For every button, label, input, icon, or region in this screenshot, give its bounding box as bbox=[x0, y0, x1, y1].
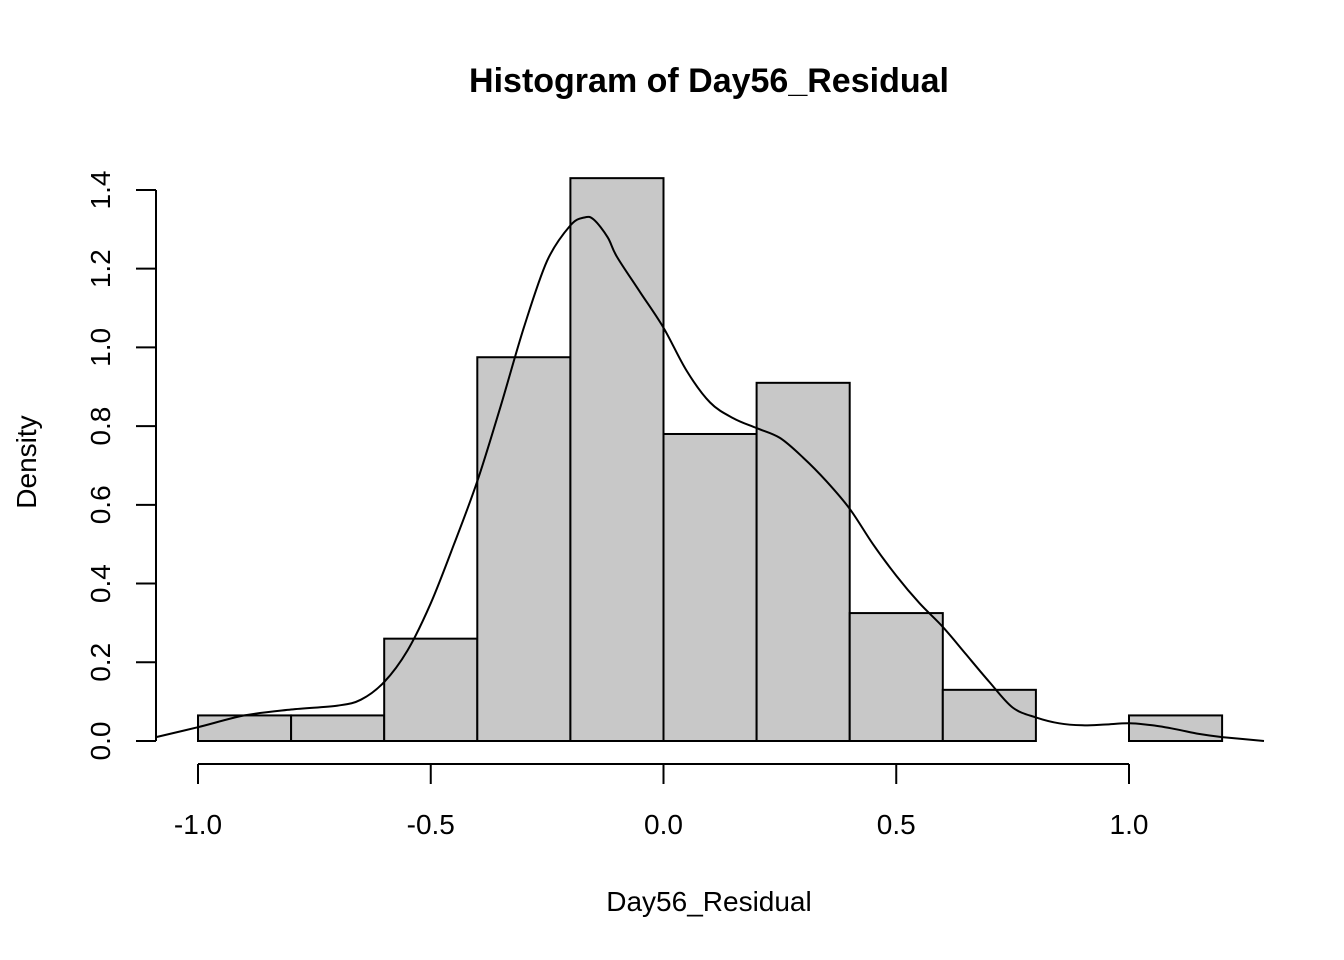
y-axis-label: Density bbox=[11, 415, 42, 508]
x-axis-label: Day56_Residual bbox=[606, 886, 811, 917]
histogram-bar bbox=[476, 356, 572, 742]
x-tick-label: 1.0 bbox=[1110, 809, 1149, 840]
histogram-bar bbox=[662, 432, 758, 742]
histogram-bar bbox=[755, 381, 851, 742]
histogram-bar bbox=[569, 177, 665, 743]
y-tick-label: 0.8 bbox=[85, 407, 116, 446]
y-tick-label: 0.4 bbox=[85, 564, 116, 603]
density-curve bbox=[155, 215, 1265, 742]
y-axis: 0.0 0.2 0.4 0.6 0.8 1.0 1.2 1.4 bbox=[85, 171, 157, 761]
y-tick-label: 1.0 bbox=[85, 328, 116, 367]
x-tick-label: 0.0 bbox=[644, 809, 683, 840]
x-tick-label: -0.5 bbox=[407, 809, 455, 840]
y-tick-label: 0.0 bbox=[85, 722, 116, 761]
histogram-bar bbox=[941, 688, 1037, 742]
x-tick-label: -1.0 bbox=[174, 809, 222, 840]
histogram-bar bbox=[290, 714, 386, 743]
histogram-bar bbox=[1128, 714, 1224, 743]
histogram-bar bbox=[383, 637, 479, 742]
y-tick-label: 1.4 bbox=[85, 171, 116, 210]
y-tick-label: 0.6 bbox=[85, 485, 116, 524]
y-tick-label: 1.2 bbox=[85, 249, 116, 288]
y-tick-label: 0.2 bbox=[85, 643, 116, 682]
x-tick-label: 0.5 bbox=[877, 809, 916, 840]
x-axis: -1.0 -0.5 0.0 0.5 1.0 bbox=[174, 763, 1149, 840]
chart-title: Histogram of Day56_Residual bbox=[469, 62, 949, 100]
histogram-bar bbox=[848, 612, 944, 743]
histogram-bars bbox=[197, 177, 1224, 743]
histogram-bar bbox=[197, 714, 293, 743]
